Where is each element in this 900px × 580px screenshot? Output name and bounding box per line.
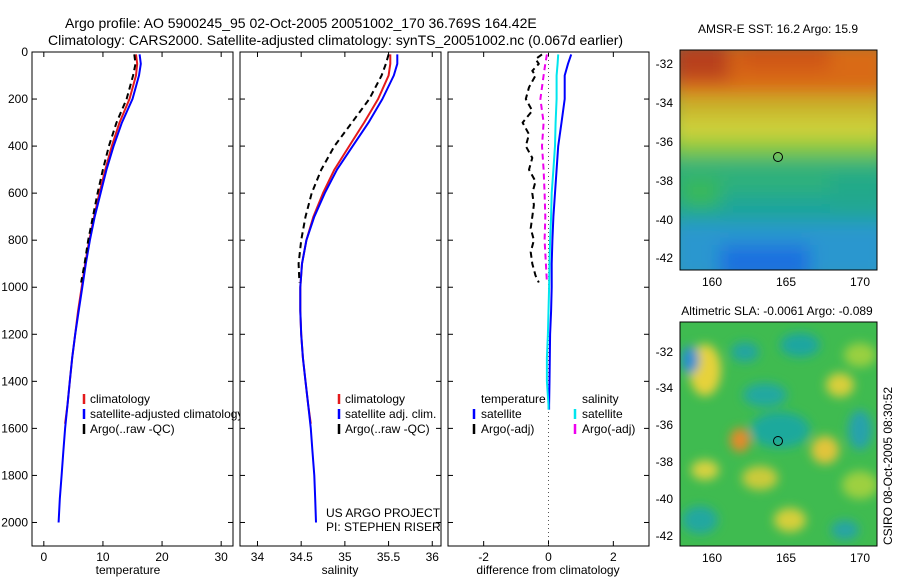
sla-ytick: -36 [656, 418, 674, 432]
xtick-label: 30 [214, 550, 228, 564]
legend-label-s-satellite: satellite [582, 407, 623, 421]
sst-ytick: -34 [656, 96, 674, 110]
xtick-label: 34 [251, 550, 265, 564]
figure-title-line1: Argo profile: AO 5900245_95 02-Oct-2005 … [65, 15, 537, 31]
temperature-axes-box [31, 51, 234, 547]
sla-x-ticks: 160 165 170 [702, 551, 870, 565]
series-line-t-argo [521, 53, 543, 283]
ytick-label: 1200 [1, 327, 28, 341]
series-line-satellite [299, 54, 399, 523]
sla-map-title: Altimetric SLA: -0.0061 Argo: -0.089 [681, 304, 873, 318]
sst-map-title: AMSR-E SST: 16.2 Argo: 15.9 [698, 22, 858, 36]
sla-map-frame [679, 321, 878, 547]
temperature-legend: climatology satellite-adjusted climatolo… [82, 392, 243, 436]
figure-title-line2: Climatology: CARS2000. Satellite-adjuste… [48, 32, 623, 48]
ytick-label: 1600 [1, 421, 28, 435]
sst-map-panel: AMSR-E SST: 16.2 Argo: 15.9 -32 -3 [656, 22, 878, 289]
sla-xtick: 160 [702, 551, 722, 565]
ytick-label: 1400 [1, 374, 28, 388]
sla-map-image [680, 322, 877, 546]
series-line-satellite [57, 54, 142, 523]
ytick-label: 1000 [1, 280, 28, 294]
sst-argo-location-marker [773, 152, 783, 162]
xtick-label: 36 [426, 550, 440, 564]
xtick-label: 20 [155, 550, 169, 564]
ytick-label: 2000 [1, 515, 28, 529]
sla-ytick: -34 [656, 381, 674, 395]
legend-label-satellite: satellite adj. clim. [345, 407, 436, 421]
xtick-label: 0 [545, 550, 552, 564]
legend-label-t-satellite: satellite [481, 407, 522, 421]
pi-label: PI: STEPHEN RISER [326, 520, 441, 534]
salinity-series [297, 54, 399, 523]
sla-ytick: -42 [656, 529, 674, 543]
legend-label-satellite: satellite-adjusted climatology [90, 407, 243, 421]
sla-xtick: 165 [776, 551, 796, 565]
sla-y-ticks: -32 -34 -36 -38 -40 -42 [656, 345, 674, 543]
xtick-label: 0 [40, 550, 47, 564]
salinity-axes-box [239, 51, 442, 547]
salinity-legend: climatology satellite adj. clim. Argo(..… [337, 392, 436, 436]
legend-heading-salinity: salinity [582, 392, 619, 406]
temperature-series [57, 54, 142, 523]
series-line-s-argo [539, 54, 548, 283]
sst-ytick: -36 [656, 135, 674, 149]
sst-xtick: 165 [776, 275, 796, 289]
temperature-axis-ticks: 0 10 20 30 0 200 400 600 800 1000 1200 1400 1600 1800… [1, 45, 233, 564]
sla-ytick: -40 [656, 492, 674, 506]
salinity-axis-ticks: 34 34.5 35 35.5 36 [240, 51, 441, 564]
ytick-label: 600 [8, 186, 28, 200]
sst-ytick: -40 [656, 213, 674, 227]
xtick-label: 34.5 [289, 550, 313, 564]
temperature-xlabel: temperature [96, 563, 161, 577]
difference-xlabel: difference from climatology [476, 563, 619, 577]
legend-label-climatology: climatology [345, 392, 405, 406]
sla-ytick: -32 [656, 345, 674, 359]
xtick-label: 35.5 [377, 550, 401, 564]
ytick-label: 1800 [1, 468, 28, 482]
legend-label-argo: Argo(..raw -QC) [90, 422, 175, 436]
sst-x-ticks: 160 165 170 [702, 275, 870, 289]
ytick-label: 800 [8, 233, 28, 247]
xtick-label: -2 [478, 550, 489, 564]
difference-series [521, 53, 573, 410]
sst-ytick: -38 [656, 174, 674, 188]
sst-xtick: 170 [850, 275, 870, 289]
project-label: US ARGO PROJECT [326, 506, 441, 520]
series-line-argo-raw-qc- [297, 54, 390, 283]
series-line-s-sat [545, 54, 560, 410]
temperature-panel: 0 10 20 30 0 200 400 600 800 1000 1200 1400 1600 1800… [1, 45, 243, 577]
sla-map-panel: Altimetric SLA: -0.0061 Argo: -0.089 [656, 304, 878, 565]
sla-argo-location-marker [773, 436, 783, 446]
difference-axis-ticks: -2 0 2 [448, 51, 649, 564]
sla-ytick: -38 [656, 455, 674, 469]
difference-panel: -2 0 2 difference from climatology tempera… [447, 51, 650, 577]
legend-label-argo: Argo(..raw -QC) [345, 422, 430, 436]
sla-xtick: 170 [850, 551, 870, 565]
xtick-label: 2 [610, 550, 617, 564]
sst-ytick: -32 [656, 57, 674, 71]
csiro-timestamp-label: CSIRO 08-Oct-2005 08:30:52 [881, 387, 895, 545]
xtick-label: 10 [96, 550, 110, 564]
ytick-label: 0 [21, 45, 28, 59]
sst-map-frame [679, 49, 878, 271]
ytick-label: 200 [8, 92, 28, 106]
sst-xtick: 160 [702, 275, 722, 289]
ytick-label: 400 [8, 139, 28, 153]
difference-legend-salinity: salinity satellite Argo(-adj) [573, 392, 635, 436]
salinity-xlabel: salinity [322, 563, 359, 577]
salinity-panel: 34 34.5 35 35.5 36 salinity climatology sate… [239, 51, 442, 577]
legend-label-climatology: climatology [90, 392, 150, 406]
sst-ytick: -42 [656, 251, 674, 265]
legend-label-t-argo: Argo(-adj) [481, 422, 534, 436]
sst-map-image [680, 50, 877, 270]
sst-y-ticks: -32 -34 -36 -38 -40 -42 [656, 57, 674, 265]
difference-legend-temperature: temperature satellite Argo(-adj) [472, 392, 546, 436]
series-line-t-sat [548, 54, 573, 410]
legend-heading-temperature: temperature [481, 392, 546, 406]
xtick-label: 35 [338, 550, 352, 564]
legend-label-s-argo: Argo(-adj) [582, 422, 635, 436]
